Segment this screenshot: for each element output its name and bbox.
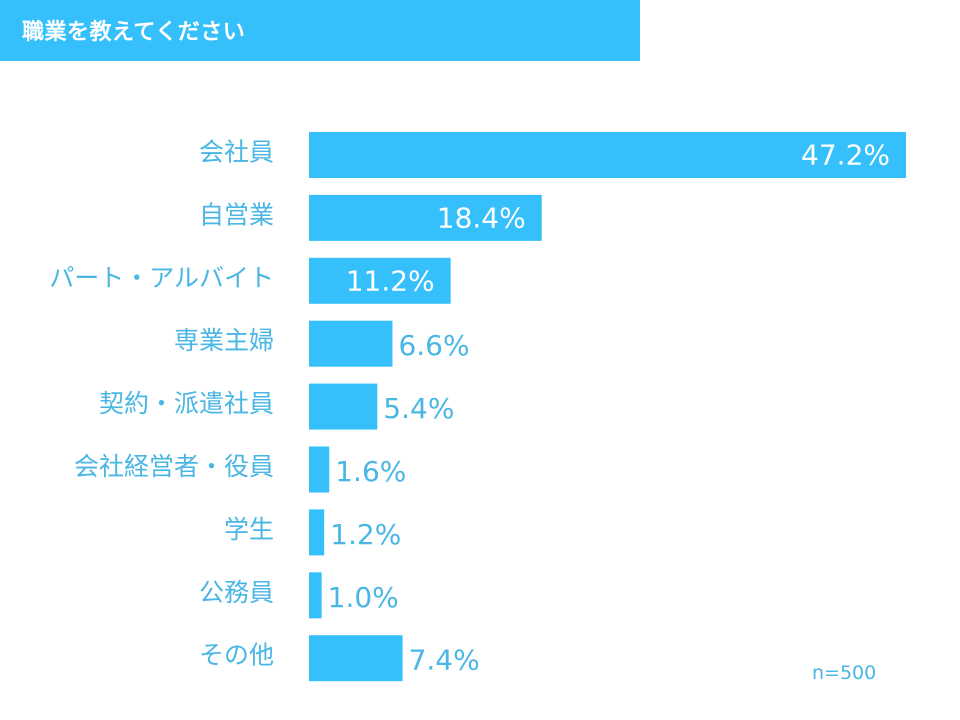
value-labels: 47.2% 18.4%11.2% 6.6% 5.4% 1.6% 1.2% 1.0% 7.4% [328, 139, 890, 677]
sample-size-note: n=500 [812, 662, 877, 684]
value-label-8: 1.0% [328, 581, 399, 614]
category-label-4: 専業主婦 [174, 326, 274, 355]
value-label-4: 6.6% [398, 329, 469, 362]
category-label-7: 学生 [224, 515, 274, 544]
category-labels: 会社員自営業パート・アルバイト専業主婦契約・派遣社員会社経営者・役員学生公務員そ… [49, 138, 274, 670]
value-label-2: 18.4% [437, 201, 526, 234]
category-label-1: 会社員 [199, 138, 274, 167]
bar-2 [309, 194, 542, 241]
category-label-6: 会社経営者・役員 [74, 452, 274, 481]
bar-3 [309, 257, 451, 304]
category-label-2: 自営業 [199, 200, 274, 229]
value-label-6: 1.6% [335, 455, 406, 488]
chart-title: 職業を教えてください [22, 20, 246, 45]
category-label-5: 契約・派遣社員 [99, 389, 274, 418]
bar-6 [309, 446, 330, 493]
bar-7 [309, 509, 325, 556]
bar-5 [309, 383, 378, 430]
value-label-1: 47.2% [801, 139, 890, 172]
value-label-7: 1.2% [330, 518, 401, 551]
value-label-9: 7.4% [409, 644, 480, 677]
category-label-9: その他 [199, 641, 274, 670]
bar-9 [309, 635, 403, 682]
bar-1 [309, 132, 906, 178]
bars-group [309, 132, 906, 682]
category-label-8: 公務員 [199, 578, 274, 607]
bar-8 [309, 572, 322, 619]
bar-4 [309, 320, 393, 367]
value-label-3: 11.2% [346, 264, 435, 297]
value-label-5: 5.4% [383, 392, 454, 425]
category-label-3: パート・アルバイト [49, 263, 274, 292]
title-banner: 職業を教えてください [0, 0, 640, 61]
